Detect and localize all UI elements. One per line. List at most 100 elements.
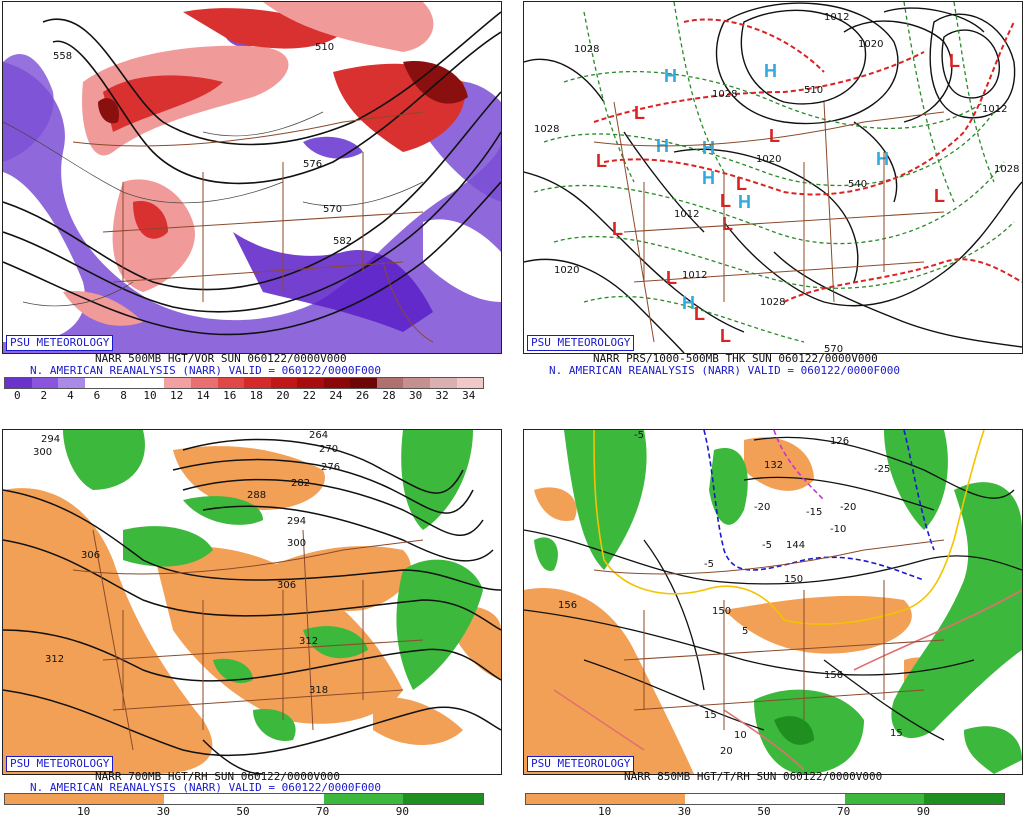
- low-pressure-icon: L: [666, 268, 677, 288]
- scale-label: 10: [77, 805, 91, 818]
- contour-label: -25: [874, 464, 890, 475]
- contour-label: 15: [890, 728, 903, 739]
- scale-label: 28: [382, 389, 396, 402]
- panel-mslp-thickness: H H H H H H H H L L L L L L L L L L L L: [521, 0, 1024, 405]
- contour-label: 510: [315, 42, 334, 53]
- color-scale-swatch: [924, 794, 1005, 804]
- contour-label: 576: [303, 159, 322, 170]
- color-scale-swatch: [84, 378, 112, 388]
- scale-label: 18: [249, 389, 263, 402]
- map-500mb: 558 510 570 582 576 PSU METEOROLOGY: [2, 1, 502, 354]
- psu-meteorology-badge: PSU METEOROLOGY: [6, 756, 114, 772]
- scale-label: 16: [223, 389, 237, 402]
- contour-label: 282: [291, 478, 310, 489]
- low-pressure-icon: L: [736, 174, 747, 194]
- contour-label: 318: [309, 685, 328, 696]
- color-scale-swatch: [164, 378, 191, 388]
- contour-label: 306: [81, 550, 100, 561]
- color-scale-swatch: [84, 794, 165, 804]
- low-pressure-icon: L: [612, 219, 623, 239]
- rh-scale-labels: 10 30 50 70 90: [525, 805, 1003, 818]
- contour-label: 1020: [554, 265, 579, 276]
- scale-label: 14: [196, 389, 210, 402]
- scale-label: 30: [408, 389, 423, 402]
- color-scale-swatch: [217, 378, 245, 388]
- color-scale-swatch: [844, 794, 925, 804]
- color-scale-swatch: [323, 794, 404, 804]
- color-scale-swatch: [376, 378, 404, 388]
- color-scale-swatch: [605, 794, 686, 804]
- color-scale-swatch: [456, 378, 484, 388]
- high-pressure-icon: H: [682, 293, 695, 313]
- scale-label: 4: [67, 389, 74, 402]
- color-scale-swatch: [111, 378, 138, 388]
- contour-label: 1028: [574, 44, 599, 55]
- contour-label: 1028: [760, 297, 785, 308]
- contour-label: -5: [704, 559, 714, 570]
- low-pressure-icon: L: [949, 51, 960, 71]
- low-pressure-icon: L: [694, 304, 705, 324]
- contour-label: -5: [762, 540, 772, 551]
- psu-meteorology-badge: PSU METEOROLOGY: [6, 335, 114, 351]
- contour-label: -10: [830, 524, 846, 535]
- contour-label: 1020: [858, 39, 883, 50]
- contour-label: 132: [764, 460, 783, 471]
- color-scale-swatch: [526, 794, 606, 804]
- high-pressure-icon: H: [702, 168, 715, 188]
- contour-label: 15: [704, 710, 717, 721]
- contour-label: 1012: [824, 12, 849, 23]
- contour-label: 510: [804, 85, 823, 96]
- psu-meteorology-badge: PSU METEOROLOGY: [527, 335, 635, 351]
- rh-scale-labels: 10 30 50 70 90: [4, 805, 482, 818]
- color-scale-swatch: [270, 378, 298, 388]
- scale-label: 30: [677, 805, 691, 818]
- vorticity-color-scale: [4, 377, 484, 389]
- high-pressure-icon: H: [664, 66, 677, 86]
- color-scale-swatch: [244, 794, 324, 804]
- scale-label: 10: [143, 389, 157, 402]
- color-scale-swatch: [350, 378, 377, 388]
- color-scale-swatch: [137, 378, 165, 388]
- low-pressure-icon: L: [769, 126, 780, 146]
- color-scale-swatch: [765, 794, 845, 804]
- low-pressure-icon: L: [596, 151, 607, 171]
- contour-label: 306: [277, 580, 296, 591]
- contour-label: 264: [309, 430, 328, 441]
- low-pressure-icon: L: [720, 326, 731, 346]
- low-pressure-icon: L: [634, 103, 645, 123]
- contour-label: -20: [840, 502, 856, 513]
- scale-label: 34: [462, 389, 476, 402]
- color-scale-swatch: [244, 378, 271, 388]
- contour-label: 1020: [756, 154, 781, 165]
- contour-label: 288: [247, 490, 266, 501]
- color-scale-swatch: [190, 378, 218, 388]
- high-pressure-icon: H: [702, 138, 715, 158]
- panel-850mb-temp-rh: -5 126 132 -25 -20 -20 -15 -10 -5 144 -5…: [521, 417, 1024, 819]
- caption-line-1: NARR 850MB HGT/T/RH SUN 060122/0000V000: [624, 770, 883, 783]
- contour-label: -15: [806, 507, 822, 518]
- contour-label: 312: [299, 636, 318, 647]
- high-pressure-icon: H: [876, 149, 889, 169]
- contour-label: 1012: [982, 104, 1007, 115]
- caption-line-1: NARR 500MB HGT/VOR SUN 060122/0000V000: [95, 352, 347, 365]
- scale-label: 26: [355, 389, 370, 402]
- scale-label: 12: [169, 389, 184, 402]
- vorticity-scale-labels: 0 2 4 6 8 10 12 14 16 18 20 22 24 26 28 30 32 34: [4, 389, 482, 402]
- scale-label: 32: [435, 389, 449, 402]
- low-pressure-icon: L: [722, 214, 733, 234]
- contour-label: 558: [53, 51, 72, 62]
- scale-label: 30: [156, 805, 170, 818]
- color-scale-swatch: [323, 378, 351, 388]
- contour-label: 150: [784, 574, 803, 585]
- rh-color-scale: [525, 793, 1005, 805]
- contour-label: 540: [848, 179, 867, 190]
- high-pressure-icon: H: [764, 61, 777, 81]
- rh-color-scale: [4, 793, 484, 805]
- color-scale-swatch: [164, 794, 245, 804]
- panel-500mb-vorticity: 558 510 570 582 576 PSU METEOROLOGY NARR…: [0, 0, 503, 405]
- contour-label: 294: [41, 434, 60, 445]
- scale-label: 8: [120, 389, 127, 402]
- contour-label: 150: [712, 606, 731, 617]
- scale-label: 90: [395, 805, 409, 818]
- scale-label: 22: [302, 389, 316, 402]
